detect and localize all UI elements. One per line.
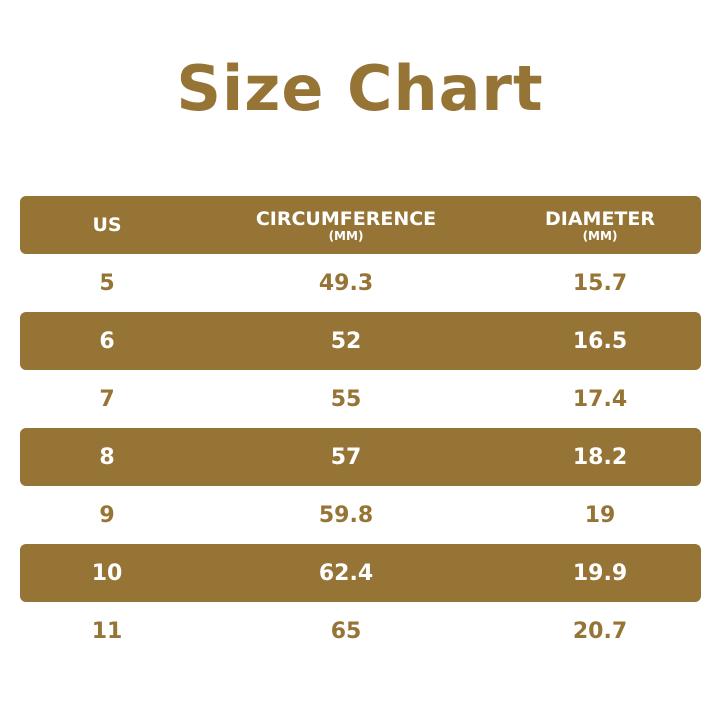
cell-diameter: 19 [584, 502, 616, 528]
header-circumference: CIRCUMFERENCE (MM) [255, 208, 437, 243]
cell-diameter: 18.2 [572, 444, 628, 470]
cell-us: 6 [99, 328, 115, 354]
cell-us: 8 [99, 444, 115, 470]
cell-us: 9 [99, 502, 115, 528]
header-diameter: DIAMETER (MM) [544, 208, 656, 243]
cell-circumference: 62.4 [318, 560, 374, 586]
cell-diameter: 19.9 [572, 560, 628, 586]
header-circumference-unit: (MM) [328, 229, 364, 243]
cell-circumference: 57 [330, 444, 362, 470]
cell-us: 10 [91, 560, 123, 586]
header-us: US [92, 214, 122, 236]
table-row: 11 65 20.7 [20, 602, 701, 660]
table-header: US CIRCUMFERENCE (MM) DIAMETER (MM) [20, 196, 701, 254]
cell-us: 11 [91, 618, 123, 644]
cell-diameter: 20.7 [572, 618, 628, 644]
table-row: 5 49.3 15.7 [20, 254, 701, 312]
cell-us: 7 [99, 386, 115, 412]
table-row: 7 55 17.4 [20, 370, 701, 428]
table-row: 9 59.8 19 [20, 486, 701, 544]
page-title: Size Chart [176, 52, 544, 125]
cell-us: 5 [99, 270, 115, 296]
cell-circumference: 52 [330, 328, 362, 354]
cell-circumference: 59.8 [318, 502, 374, 528]
cell-circumference: 55 [330, 386, 362, 412]
table-row: 6 52 16.5 [20, 312, 701, 370]
cell-circumference: 65 [330, 618, 362, 644]
cell-diameter: 15.7 [572, 270, 628, 296]
cell-diameter: 17.4 [572, 386, 628, 412]
cell-circumference: 49.3 [318, 270, 374, 296]
table-row: 8 57 18.2 [20, 428, 701, 486]
cell-diameter: 16.5 [572, 328, 628, 354]
table-row: 10 62.4 19.9 [20, 544, 701, 602]
header-diameter-unit: (MM) [582, 229, 618, 243]
